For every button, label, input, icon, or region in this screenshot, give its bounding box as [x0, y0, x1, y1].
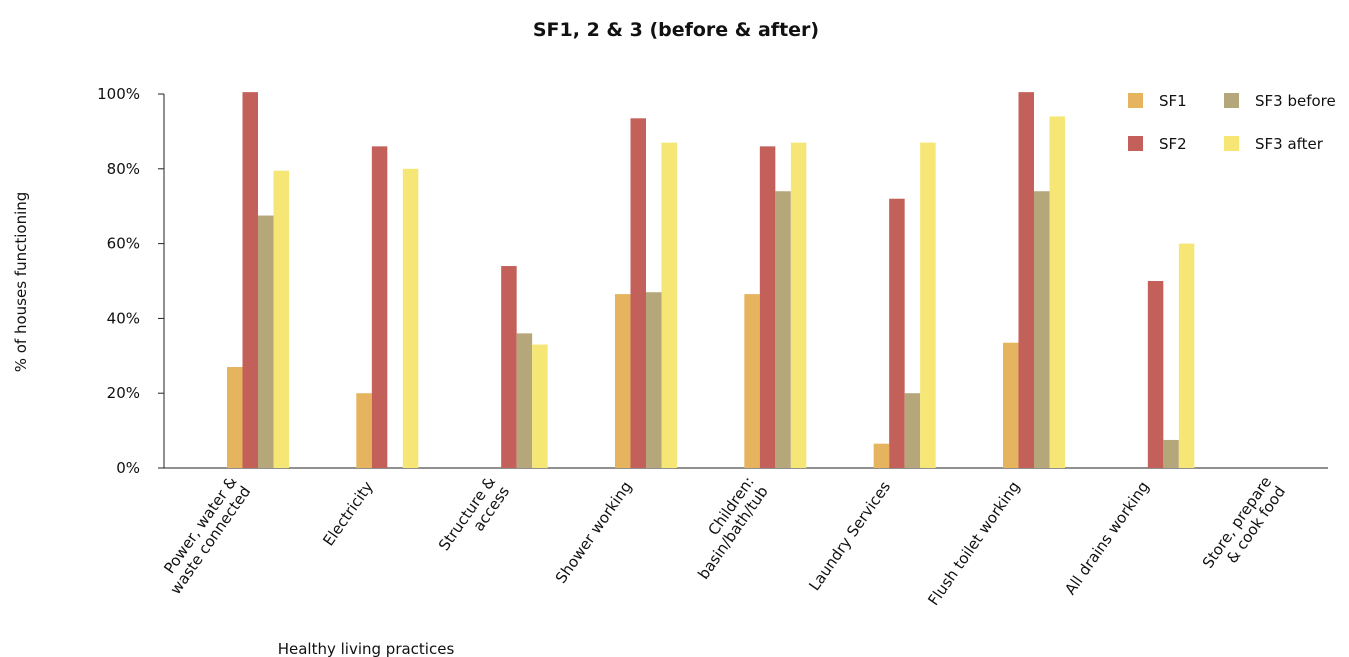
bar-sf3-after	[661, 142, 677, 468]
bar-sf1	[615, 294, 631, 468]
y-axis-label: % of houses functioning	[12, 192, 30, 373]
legend-swatch	[1224, 136, 1239, 151]
bar-sf2	[630, 118, 646, 468]
x-axis-label: Healthy living practices	[278, 640, 455, 657]
bar-sf2	[371, 146, 388, 469]
bar-sf2	[889, 198, 905, 468]
legend: SF1 SF2 SF3 before SF3 after	[1128, 92, 1336, 153]
y-tick-label: 60%	[107, 235, 140, 253]
x-tick-label: Shower working	[552, 478, 636, 587]
bar-sf3-after	[402, 168, 419, 469]
bar-sf1	[1003, 342, 1019, 468]
legend-label: SF1	[1159, 92, 1187, 110]
legend-label: SF3 after	[1255, 135, 1324, 153]
bar-sf3-before	[904, 393, 921, 468]
bar-sf1	[227, 367, 243, 468]
bar-sf3-after	[790, 142, 807, 468]
bar-sf2	[1147, 281, 1164, 468]
x-tick-label: Laundry Services	[805, 478, 894, 594]
x-tick-label: Flush toilet working	[924, 478, 1023, 609]
legend-label: SF2	[1159, 135, 1187, 153]
legend-swatch	[1128, 93, 1143, 108]
x-tick-label: Electricity	[319, 478, 377, 549]
y-tick-label: 20%	[107, 384, 140, 402]
y-tick-label: 0%	[116, 459, 140, 477]
bar-sf3-after	[273, 170, 289, 469]
bar-sf3-after	[532, 344, 548, 468]
y-tick-label: 80%	[107, 160, 140, 178]
x-tick-label: Store, prepare& cook food	[1199, 473, 1289, 581]
bar-sf3-after	[1178, 243, 1195, 468]
x-tick-label: Power, water &waste connected	[153, 473, 255, 598]
y-tick-label: 40%	[107, 309, 140, 327]
bar-sf3-before	[1163, 439, 1179, 468]
x-tick-label: All drains working	[1061, 478, 1153, 598]
legend-swatch	[1128, 136, 1143, 151]
legend-label: SF3 before	[1255, 92, 1336, 110]
bar-sf1	[744, 294, 760, 468]
bar-sf2	[242, 92, 258, 468]
chart-title: SF1, 2 & 3 (before & after)	[533, 19, 819, 41]
bar-sf2	[501, 266, 517, 468]
bar-sf3-after	[1049, 116, 1065, 468]
bar-sf3-before	[1034, 191, 1050, 469]
bar-sf2	[1018, 92, 1034, 468]
y-tick-label: 100%	[97, 85, 140, 103]
bar-sf3-before	[516, 333, 533, 468]
x-tick-label: Structure &access	[435, 473, 513, 564]
bar-sf3-before	[646, 292, 662, 468]
x-tick-label: Children:basin/bath/tub	[680, 473, 771, 583]
bar-sf1	[356, 393, 372, 468]
bar-sf3-before	[775, 191, 791, 469]
bar-sf3-after	[920, 142, 936, 468]
legend-swatch	[1224, 93, 1239, 108]
bar-sf3-before	[258, 215, 274, 468]
bar-sf2	[759, 146, 776, 469]
bar-sf1	[873, 443, 890, 468]
